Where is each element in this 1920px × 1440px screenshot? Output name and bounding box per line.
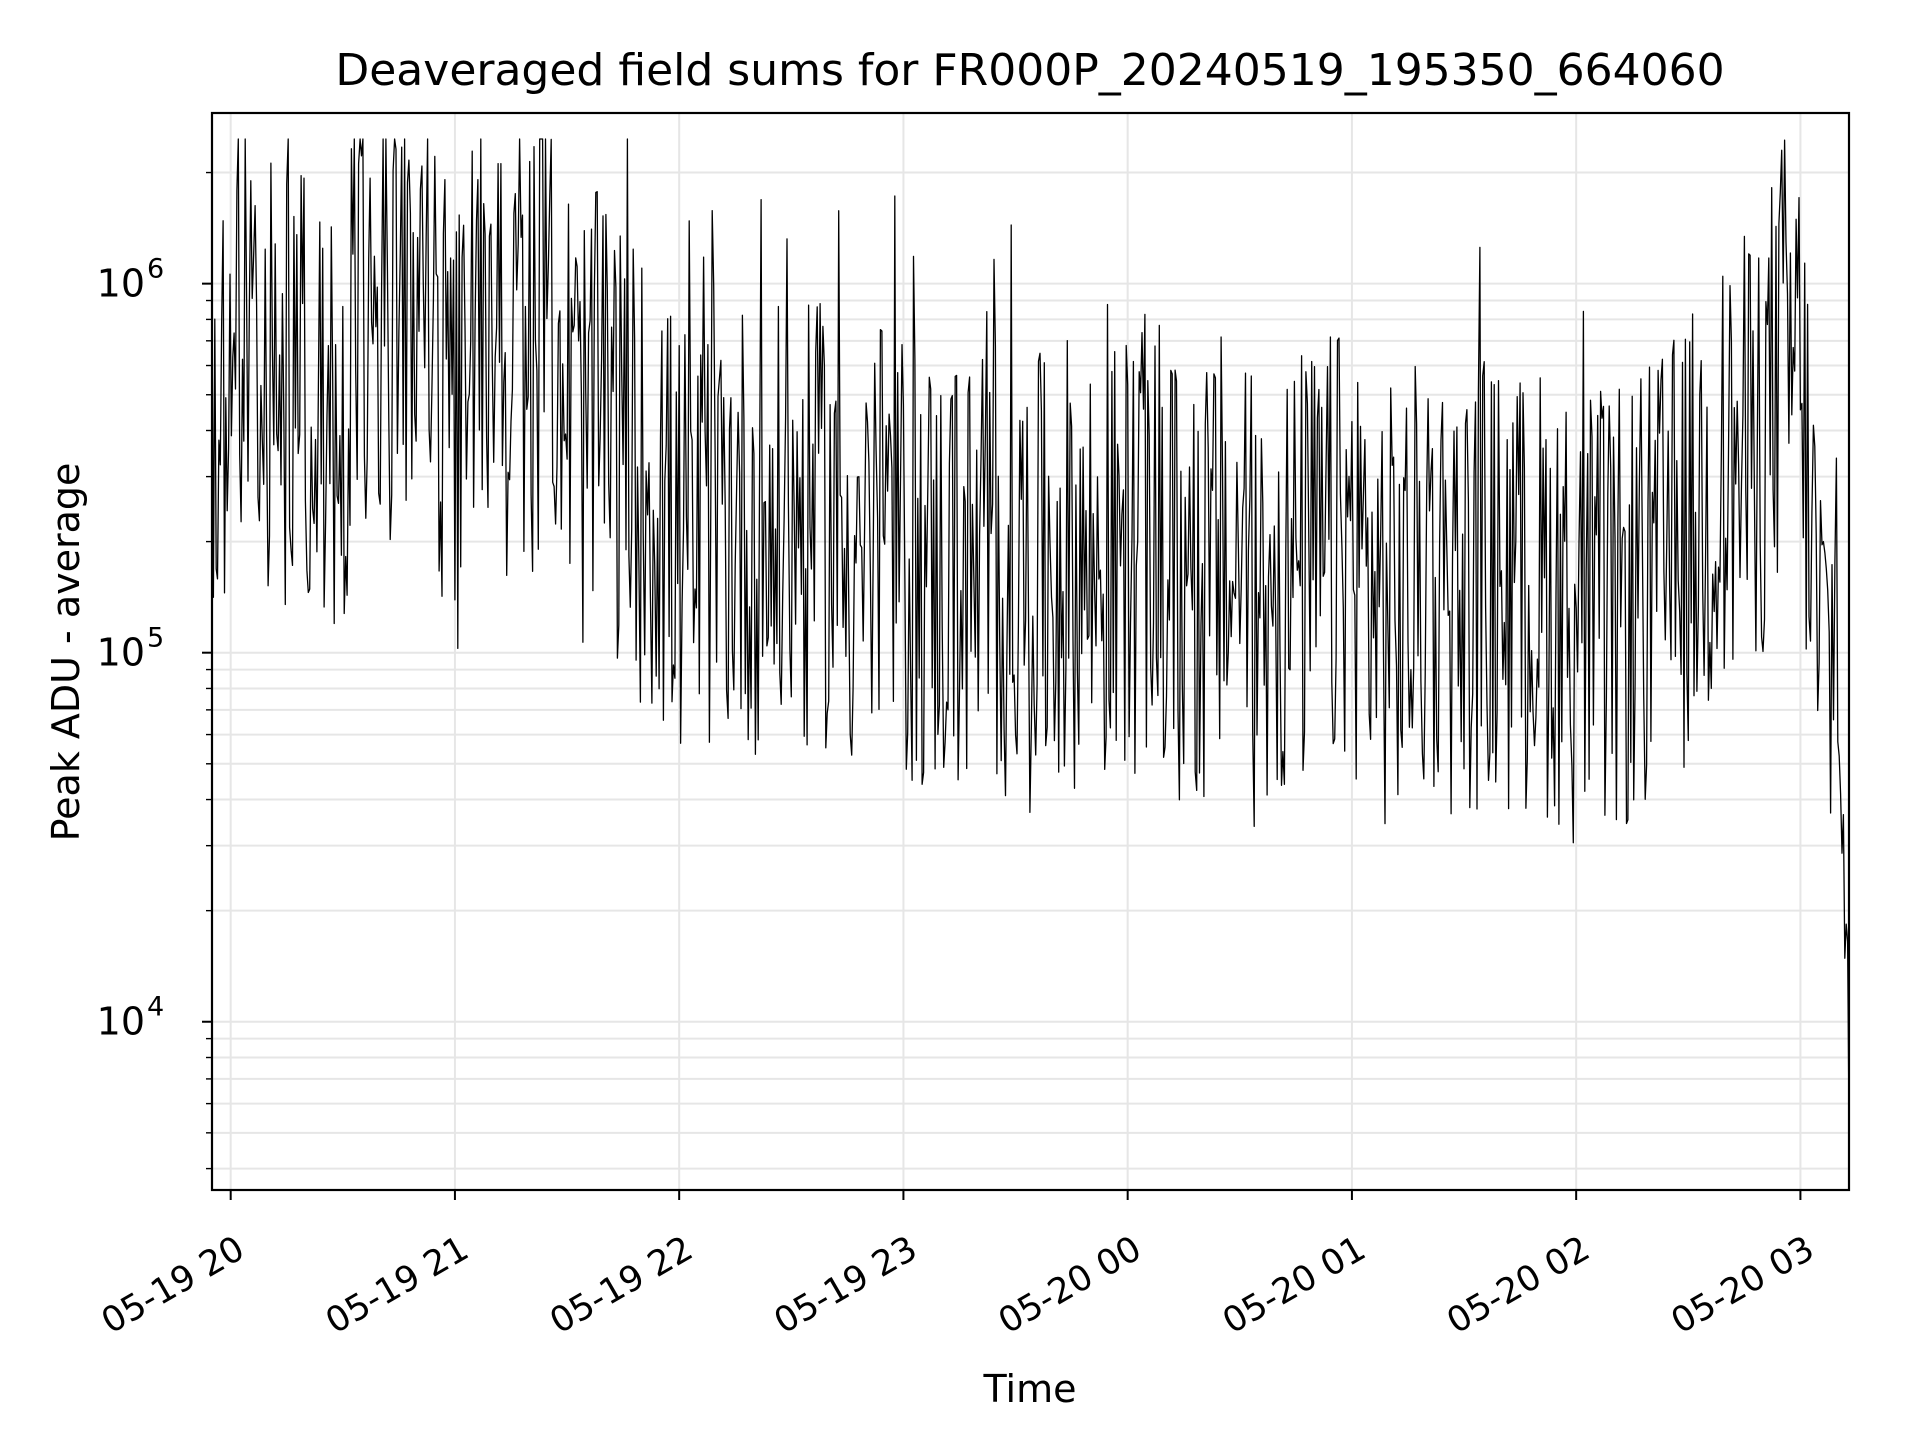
y-tick-label: 10	[97, 631, 145, 675]
y-tick-label: 10	[97, 262, 145, 306]
plot-frame	[210, 111, 1851, 1192]
y-tick-exponent: 4	[147, 992, 164, 1023]
x-axis-label: Time	[983, 1367, 1077, 1411]
y-tick-exponent: 6	[147, 254, 164, 285]
y-tick-exponent: 5	[147, 623, 164, 654]
chart-title: Deaveraged field sums for FR000P_2024051…	[335, 45, 1724, 96]
y-axis-label: Peak ADU - average	[44, 463, 88, 842]
series-line	[211, 138, 1850, 1121]
y-tick-label: 10	[97, 1000, 145, 1044]
series-layer	[211, 138, 1850, 1121]
